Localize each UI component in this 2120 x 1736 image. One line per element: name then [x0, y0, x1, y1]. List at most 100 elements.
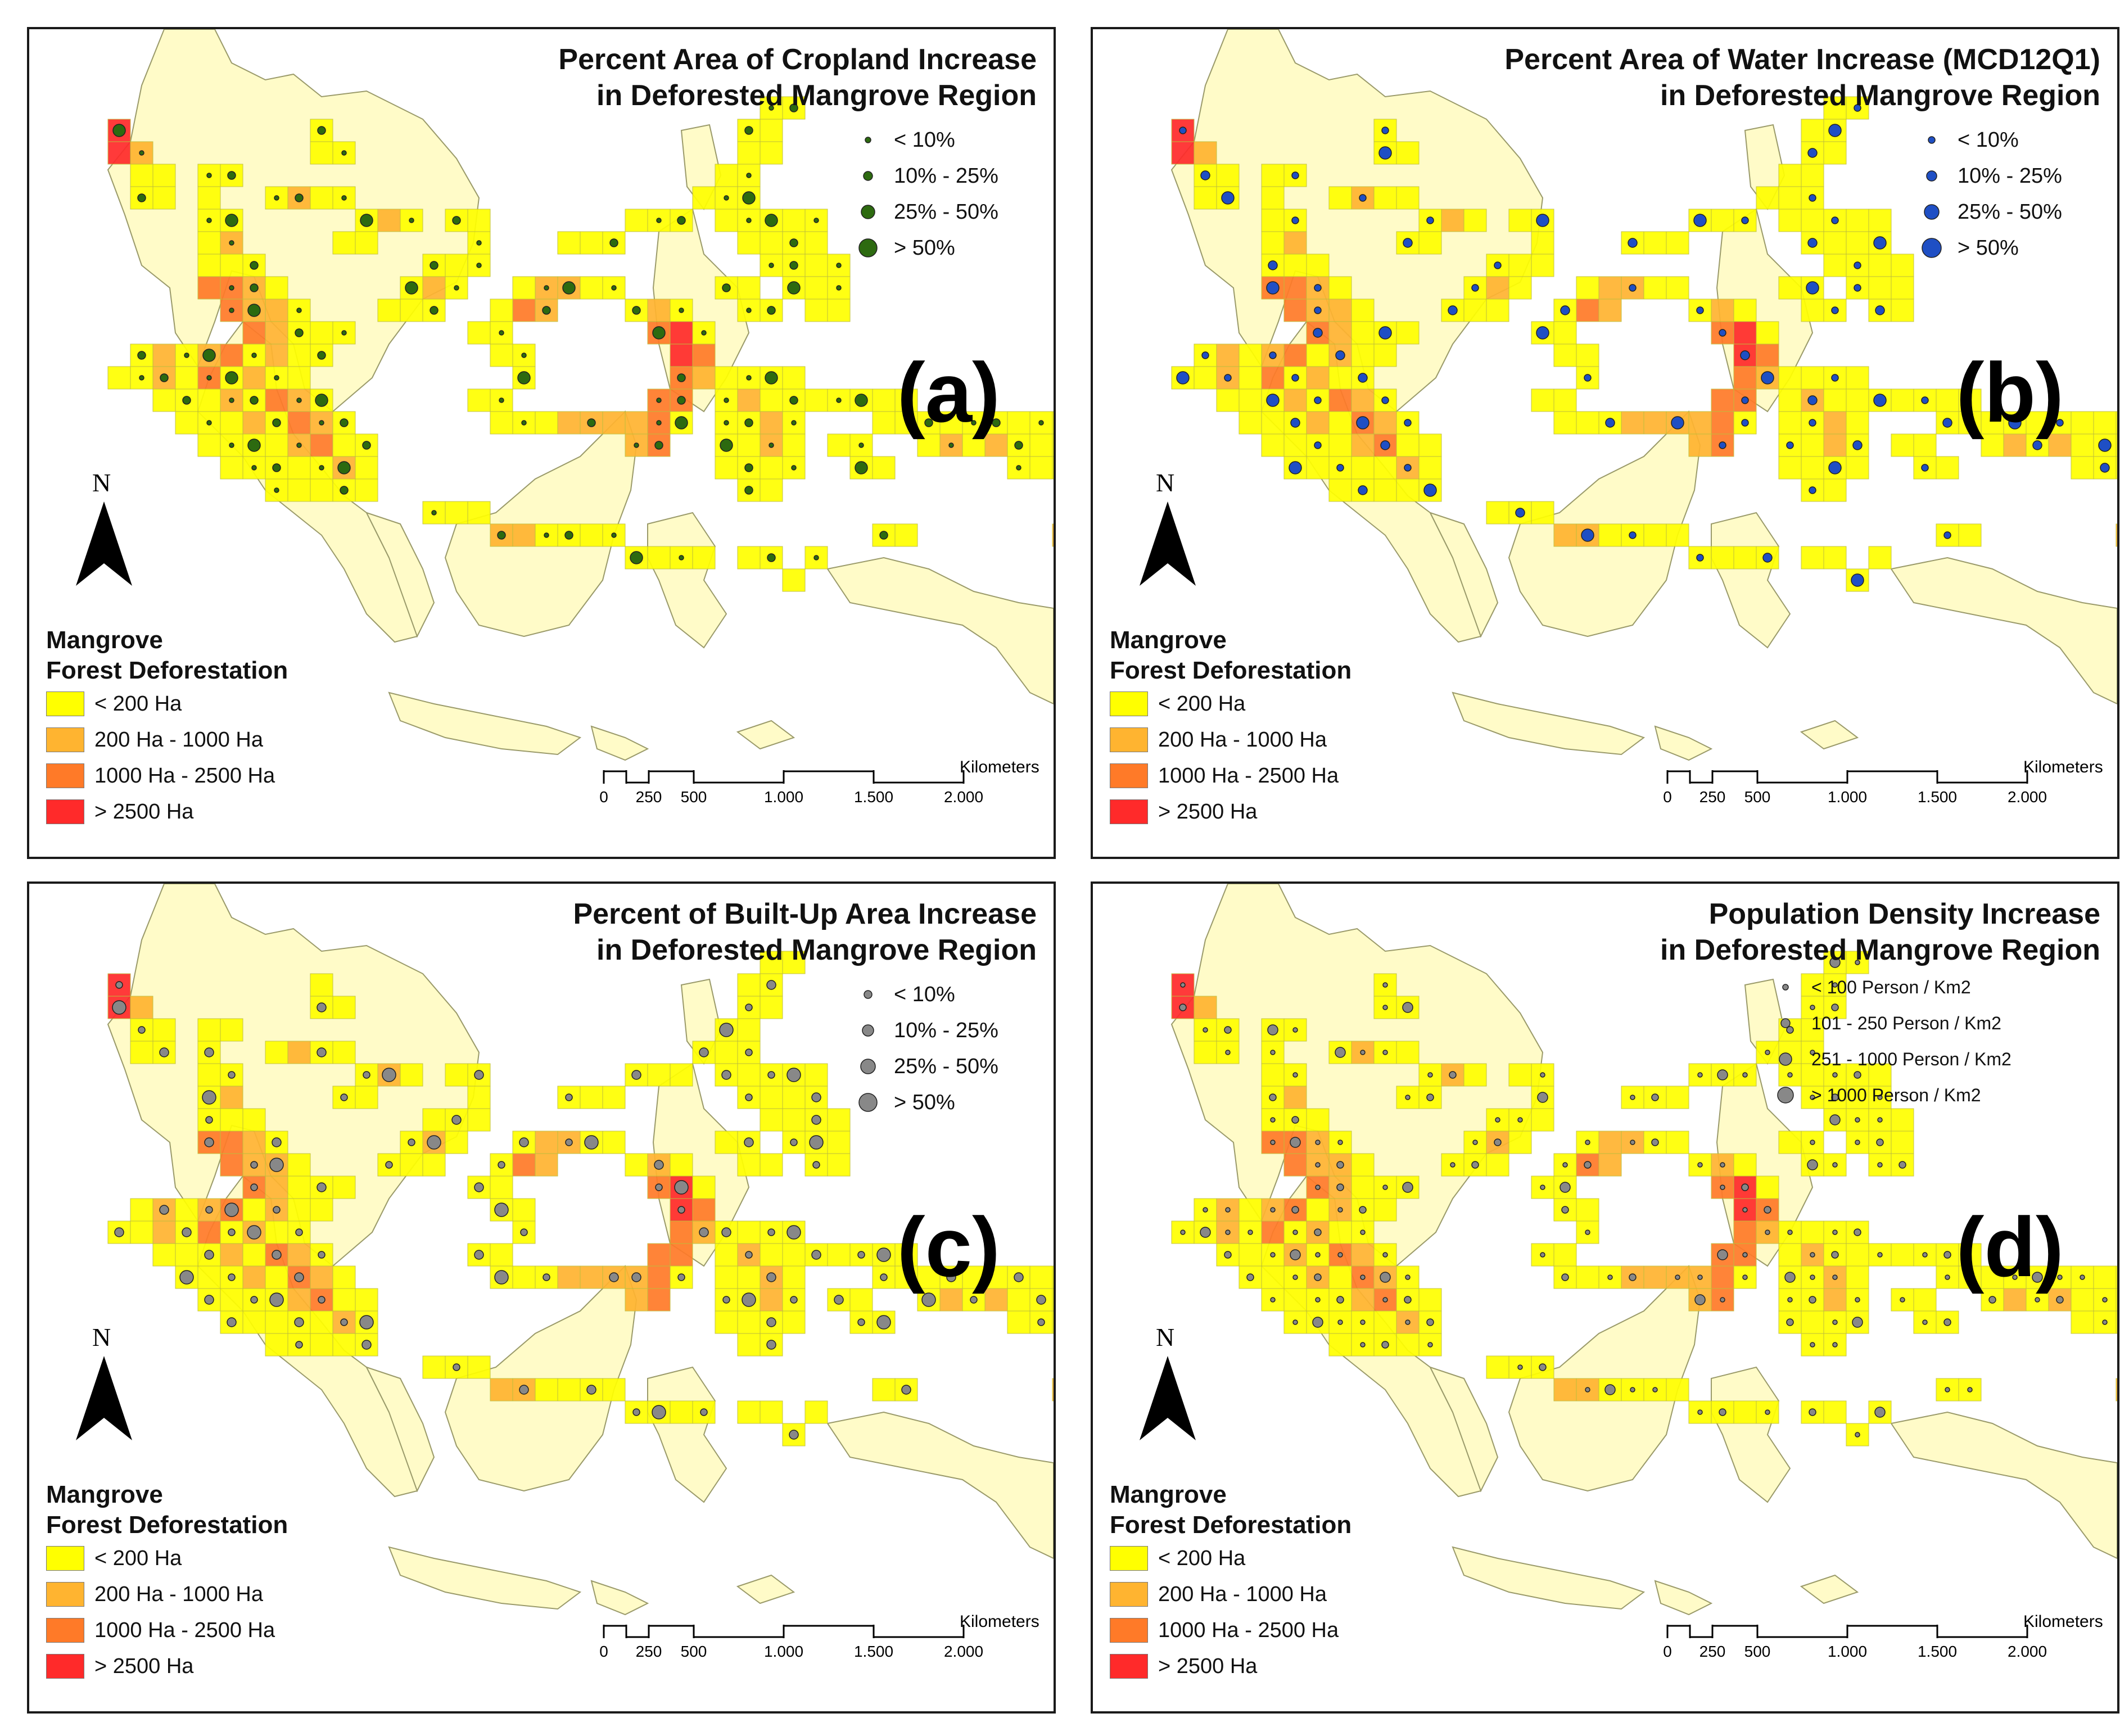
grid-cell	[197, 1063, 221, 1087]
grid-cell	[602, 1086, 626, 1109]
map-symbol	[1629, 1273, 1637, 1281]
grid-cell	[1756, 1176, 1779, 1199]
map-symbol	[1315, 1297, 1321, 1303]
grid-cell	[2071, 411, 2094, 435]
map-symbol	[1427, 1072, 1433, 1078]
symbol-layer	[1176, 104, 2112, 587]
grid-cell	[1891, 276, 1914, 300]
grid-cell	[1283, 254, 1307, 277]
grid-cell	[1261, 164, 1285, 187]
north-arrow-glyph	[1140, 501, 1196, 586]
grid-cell	[1351, 1176, 1375, 1199]
legend-item: > 2500 Ha	[1110, 794, 1351, 830]
grid-cell	[175, 1243, 198, 1267]
map-symbol	[1200, 1227, 1211, 1238]
map-symbol	[746, 173, 752, 178]
map-symbol	[1360, 1342, 1366, 1348]
grid-cell	[130, 1198, 153, 1222]
grid-cell	[827, 299, 851, 322]
grid-cell	[1823, 141, 1847, 165]
map-symbol	[1898, 1161, 1906, 1169]
land-area	[1800, 720, 1859, 750]
grid-cell	[467, 1086, 491, 1109]
land-area	[365, 1366, 435, 1493]
grid-cell	[310, 1288, 333, 1312]
legend-symbol	[1777, 1087, 1794, 1104]
scale-tick-label: 250	[1699, 788, 1726, 806]
grid-cell	[287, 411, 311, 435]
map-symbol	[315, 394, 328, 407]
legend-swatch	[46, 1654, 84, 1679]
grid-cell	[625, 1288, 648, 1312]
grid-cell	[1621, 411, 1644, 435]
map-symbol	[250, 1296, 258, 1304]
map-symbol	[2100, 463, 2110, 473]
map-symbol	[1270, 1117, 1276, 1123]
map-symbol	[1270, 1297, 1276, 1303]
map-symbol	[115, 981, 123, 989]
map-symbol	[1426, 1093, 1434, 1101]
grid-cell	[1418, 231, 1442, 255]
scale-tick-label: 2.000	[943, 788, 984, 806]
grid-cell	[737, 1063, 761, 1087]
grid-cell	[2003, 433, 2027, 457]
grid-cell	[804, 546, 828, 569]
grid-cell	[804, 1400, 828, 1424]
grid-cell	[1328, 1265, 1352, 1289]
grid-cell	[1283, 299, 1307, 322]
grid-cell	[1351, 1288, 1375, 1312]
grid-cell	[1846, 456, 1869, 480]
grid-cell	[355, 231, 378, 255]
grid-cell	[220, 1108, 243, 1132]
grid-cell	[1801, 366, 1824, 390]
map-symbol	[517, 371, 531, 385]
map-symbol	[182, 396, 191, 405]
map-symbol	[767, 1071, 775, 1079]
map-symbol	[1403, 238, 1413, 248]
grid-cell	[1508, 209, 1532, 232]
grid-cell	[737, 973, 761, 997]
map-symbol	[1807, 148, 1818, 158]
grid-cell	[220, 1018, 243, 1042]
grid-cell	[2093, 1265, 2117, 1289]
map-canvas	[1170, 29, 2117, 761]
grid-cell	[760, 411, 783, 435]
land-area	[388, 691, 582, 756]
map-symbol	[1358, 373, 1368, 383]
map-symbol	[924, 418, 933, 427]
grid-cell	[445, 254, 468, 277]
map-symbol	[1360, 1319, 1366, 1325]
map-symbol	[809, 1135, 824, 1150]
grid-cell	[1306, 366, 1330, 390]
scale-bar-graphic	[603, 1625, 965, 1638]
grid-cell	[445, 1063, 468, 1087]
map-symbol	[1873, 394, 1887, 407]
grid-cell	[827, 1108, 851, 1132]
grid-cell	[692, 186, 716, 210]
grid-cell	[152, 343, 176, 367]
grid-cell	[760, 1400, 783, 1424]
map-symbol	[1787, 1072, 1793, 1078]
scale-tick-label: 1.000	[1827, 1643, 1868, 1660]
map-symbol	[363, 1071, 370, 1079]
map-symbol	[1742, 1252, 1748, 1258]
map-symbol	[1720, 1185, 1725, 1190]
map-symbol	[609, 1272, 619, 1282]
grid-cell	[2071, 1310, 2094, 1334]
grid-cell	[1238, 1198, 1262, 1222]
map-symbol	[677, 396, 686, 405]
grid-cell	[1328, 411, 1352, 435]
map-symbol	[1450, 1162, 1455, 1168]
grid-cell	[872, 411, 896, 435]
map-symbol	[499, 397, 504, 403]
grid-cell	[535, 1378, 558, 1402]
map-symbol	[1292, 1319, 1298, 1325]
scale-bar: Kilometers 0 250 500 1.000 1.500 2.000	[599, 758, 1039, 828]
grid-cell	[760, 119, 783, 142]
map-symbol	[1807, 238, 1818, 248]
legend-swatch	[1110, 1546, 1148, 1571]
map-symbol	[765, 371, 778, 385]
map-symbol	[1741, 1183, 1749, 1191]
grid-cell	[1733, 1220, 1757, 1244]
map-symbol	[789, 396, 798, 405]
